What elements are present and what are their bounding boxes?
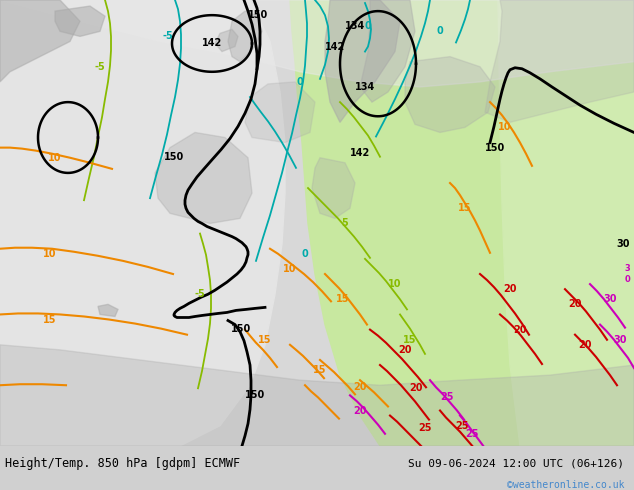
Text: 150: 150: [248, 10, 268, 20]
Polygon shape: [360, 0, 415, 102]
Text: 150: 150: [485, 143, 505, 152]
Text: 20: 20: [578, 340, 592, 350]
Text: Height/Temp. 850 hPa [gdpm] ECMWF: Height/Temp. 850 hPa [gdpm] ECMWF: [5, 457, 240, 470]
Text: 3
0: 3 0: [624, 264, 630, 284]
Text: 15: 15: [458, 203, 472, 213]
Text: 10: 10: [388, 279, 402, 289]
Text: 25: 25: [418, 423, 432, 433]
Polygon shape: [215, 29, 238, 51]
Text: ©weatheronline.co.uk: ©weatheronline.co.uk: [507, 480, 624, 490]
Text: 142: 142: [202, 39, 222, 49]
Text: 150: 150: [231, 323, 251, 334]
Text: 150: 150: [164, 152, 184, 162]
Text: -5: -5: [163, 31, 173, 41]
Text: 20: 20: [410, 383, 423, 393]
Polygon shape: [0, 0, 634, 87]
Text: 30: 30: [616, 239, 630, 249]
Text: 20: 20: [503, 284, 517, 294]
Text: 25: 25: [440, 392, 454, 402]
Text: -5: -5: [94, 62, 105, 72]
Text: -5: -5: [195, 289, 205, 299]
Text: 150: 150: [245, 391, 265, 400]
Text: 10: 10: [283, 264, 297, 274]
Text: 142: 142: [325, 42, 345, 51]
Polygon shape: [485, 0, 634, 122]
Polygon shape: [55, 6, 105, 36]
Text: 10: 10: [48, 153, 61, 163]
Text: 15: 15: [336, 294, 350, 304]
Text: 142: 142: [350, 147, 370, 158]
Text: 25: 25: [465, 429, 479, 439]
Text: 0: 0: [437, 26, 443, 36]
Text: 20: 20: [514, 324, 527, 335]
Text: 0: 0: [365, 21, 372, 31]
Text: 20: 20: [398, 345, 411, 355]
Polygon shape: [98, 304, 118, 317]
Polygon shape: [0, 345, 634, 446]
Polygon shape: [0, 0, 80, 82]
Polygon shape: [155, 132, 252, 223]
Polygon shape: [325, 0, 400, 122]
Text: 20: 20: [353, 406, 366, 416]
Polygon shape: [245, 82, 315, 143]
Text: 0: 0: [297, 77, 304, 87]
Polygon shape: [0, 0, 285, 446]
Text: 15: 15: [43, 315, 57, 324]
Text: 0: 0: [302, 249, 308, 259]
Polygon shape: [498, 0, 634, 446]
Text: 15: 15: [258, 335, 272, 345]
Polygon shape: [228, 11, 262, 62]
Polygon shape: [290, 0, 634, 446]
Text: Su 09-06-2024 12:00 UTC (06+126): Su 09-06-2024 12:00 UTC (06+126): [408, 459, 624, 468]
Text: 15: 15: [403, 335, 417, 345]
Text: 134: 134: [345, 21, 365, 31]
Polygon shape: [405, 57, 495, 132]
Text: 30: 30: [613, 335, 627, 345]
Text: 5: 5: [342, 219, 348, 228]
Text: 25: 25: [455, 421, 469, 431]
Text: 10: 10: [43, 249, 57, 259]
Polygon shape: [312, 158, 355, 219]
Text: 10: 10: [498, 122, 512, 132]
Text: 30: 30: [603, 294, 617, 304]
Text: 20: 20: [353, 382, 366, 392]
Text: 134: 134: [355, 82, 375, 92]
Text: 20: 20: [568, 299, 582, 309]
Text: 15: 15: [313, 365, 327, 375]
